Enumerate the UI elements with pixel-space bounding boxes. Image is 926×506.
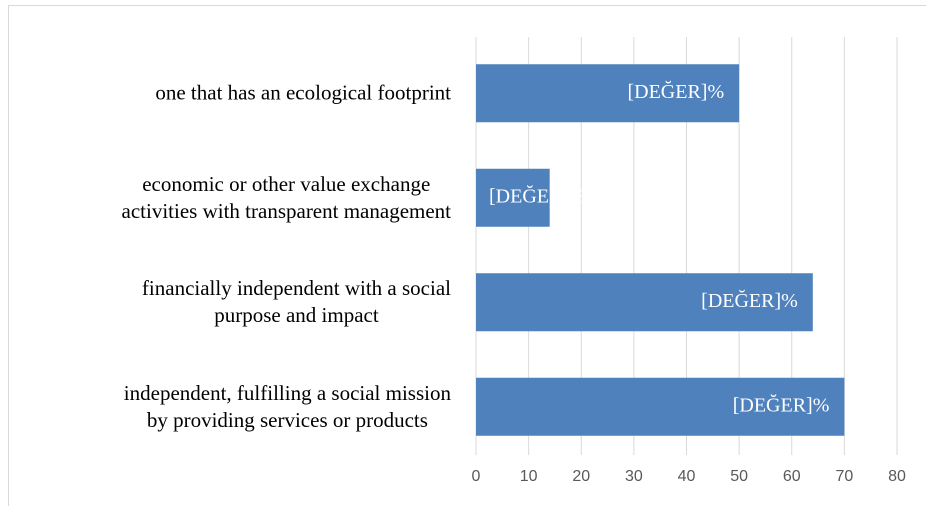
bar <box>476 168 550 227</box>
value-label: [DEĞER]% <box>733 393 830 416</box>
bar <box>476 377 845 436</box>
category-label: financially independent with a social pu… <box>141 276 451 328</box>
x-tick-label: 40 <box>678 468 696 485</box>
x-tick-label: 70 <box>835 468 853 485</box>
x-tick-label: 50 <box>730 468 748 485</box>
bar <box>476 273 813 332</box>
x-tick-label: 60 <box>783 468 801 485</box>
category-label: independent, fulfilling a social mission… <box>123 380 451 432</box>
value-label: [DEĞER]% <box>701 289 798 312</box>
x-tick-label: 80 <box>888 468 906 485</box>
x-tick-label: 20 <box>572 468 590 485</box>
category-label: one that has an ecological footprint <box>155 80 451 105</box>
category-label: economic or other value exchange activit… <box>121 171 451 223</box>
value-label: [DEĞER]% <box>489 184 586 207</box>
x-tick-label: 30 <box>625 468 643 485</box>
value-label: [DEĞER]% <box>627 80 724 103</box>
x-tick-label: 10 <box>520 468 538 485</box>
chart-frame <box>8 5 926 506</box>
bar <box>476 64 740 123</box>
x-tick-label: 0 <box>472 468 481 485</box>
